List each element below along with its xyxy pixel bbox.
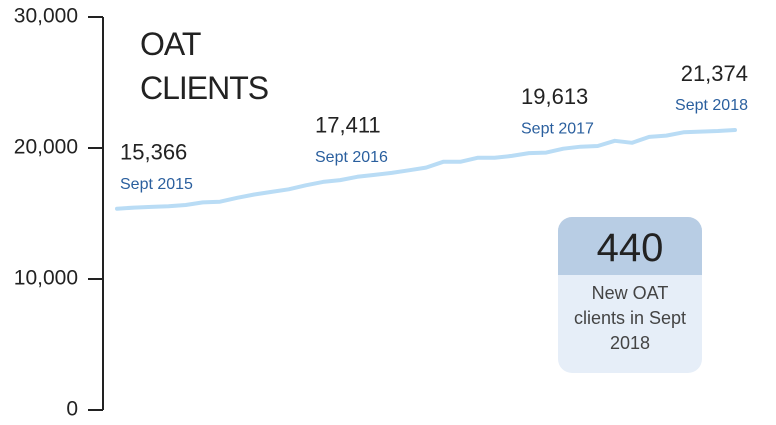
value-label: 17,411: [315, 113, 381, 138]
chart-title: OAT CLIENTS: [140, 26, 269, 106]
y-tick-label: 10,000: [14, 267, 78, 290]
callout: 440 New OAT clients in Sept 2018: [558, 217, 702, 373]
callout-value: 440: [558, 217, 702, 275]
line: [115, 128, 737, 211]
y-tick-label: 30,000: [14, 5, 78, 28]
y-tick-label: 0: [66, 398, 78, 421]
point-label: Sept 2015: [120, 176, 193, 193]
value-label: 15,366: [120, 140, 187, 165]
value-label: 21,374: [681, 61, 748, 86]
point-label: Sept 2018: [675, 97, 748, 114]
point-label: Sept 2017: [521, 120, 594, 137]
y-tick-label: 20,000: [14, 136, 78, 159]
point-label: Sept 2016: [315, 149, 388, 166]
callout-text: New OAT clients in Sept 2018: [573, 283, 687, 353]
value-label: 19,613: [521, 84, 588, 109]
